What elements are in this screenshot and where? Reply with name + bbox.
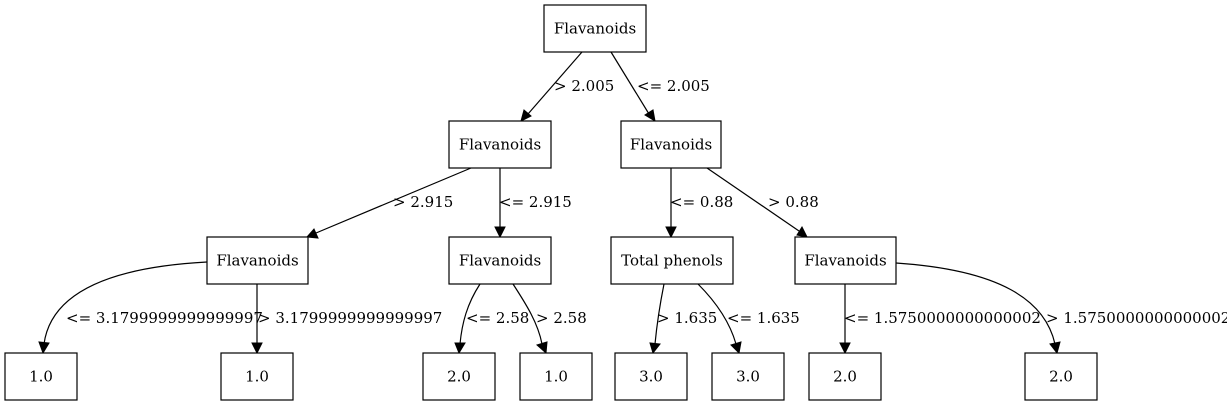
leaf-value-label: 2.0 [833, 368, 857, 386]
arrowhead-icon [730, 341, 742, 355]
edge-condition-label: <= 2.915 [499, 193, 572, 211]
arrowhead-icon [535, 341, 548, 355]
leaf-node-l2: 1.0 [220, 352, 294, 401]
arrowhead-icon [251, 342, 263, 355]
leaf-value-label: 2.0 [447, 368, 471, 386]
edge-condition-label: > 1.5750000000000002 [1046, 309, 1227, 327]
edge-line [654, 283, 665, 345]
edge-line [527, 51, 583, 115]
node-box [543, 4, 647, 53]
leaf-node-l3: 2.0 [422, 352, 496, 401]
leaf-value-label: 3.0 [736, 368, 760, 386]
split-node-n0: Flavanoids [543, 4, 647, 53]
arrowhead-icon [644, 109, 656, 122]
edge-condition-label: <= 2.005 [637, 77, 710, 95]
edge-line [459, 283, 481, 345]
edge-line [895, 262, 1056, 345]
tree-edge-n1-n3: > 2.915 [305, 167, 472, 239]
tree-edge-n5-l5: > 1.635 [649, 283, 717, 355]
arrowhead-icon [665, 226, 677, 239]
edge-condition-label: > 2.58 [536, 309, 587, 327]
split-feature-label-flavanoids: Flavanoids [554, 20, 636, 38]
arrowhead-icon [494, 226, 506, 239]
node-box [422, 352, 496, 401]
edge-condition-label: <= 3.1799999999999997 [66, 309, 263, 327]
node-box [620, 120, 722, 169]
arrowhead-icon [796, 225, 808, 238]
edge-condition-label: <= 1.5750000000000002 [844, 309, 1041, 327]
split-node-n6: Flavanoids [794, 236, 897, 285]
tree-edge-n2-n5: <= 0.88 [665, 168, 733, 239]
tree-edge-n4-l4: > 2.58 [512, 283, 587, 355]
edge-condition-label: > 1.635 [657, 309, 717, 327]
node-box [220, 352, 294, 401]
edge-condition-label: > 3.1799999999999997 [258, 309, 442, 327]
tree-edge-n3-l1: <= 3.1799999999999997 [38, 261, 263, 355]
split-feature-label-flavanoids: Flavanoids [459, 252, 541, 270]
arrowhead-icon [1049, 341, 1061, 355]
leaf-node-l7: 2.0 [808, 352, 882, 401]
edge-line [697, 283, 737, 345]
tree-edge-n4-l3: <= 2.58 [454, 283, 529, 355]
split-feature-label-flavanoids: Flavanoids [804, 252, 886, 270]
node-box [610, 236, 734, 285]
edge-condition-label: > 2.915 [393, 193, 453, 211]
leaf-value-label: 2.0 [1049, 368, 1073, 386]
split-node-n2: Flavanoids [620, 120, 722, 169]
node-box [711, 352, 785, 401]
node-box [448, 120, 552, 169]
arrowhead-icon [38, 341, 50, 355]
node-box [519, 352, 593, 401]
split-feature-label-total-phenols: Total phenols [621, 252, 723, 270]
leaf-value-label: 1.0 [245, 368, 269, 386]
split-node-n1: Flavanoids [448, 120, 552, 169]
arrowhead-icon [305, 228, 319, 239]
split-node-n3: Flavanoids [206, 236, 309, 285]
arrowhead-icon [454, 342, 466, 355]
tree-edge-n1-n4: <= 2.915 [494, 168, 572, 239]
leaf-node-l1: 1.0 [4, 352, 78, 401]
node-box [4, 352, 78, 401]
edge-line [512, 283, 543, 345]
tree-edge-n0-n1: > 2.005 [520, 51, 614, 122]
node-box [448, 236, 552, 285]
node-box [794, 236, 897, 285]
split-node-n4: Flavanoids [448, 236, 552, 285]
edge-condition-label: > 2.005 [554, 77, 614, 95]
edge-condition-label: > 0.88 [768, 193, 819, 211]
split-feature-label-flavanoids: Flavanoids [630, 136, 712, 154]
leaf-value-label: 1.0 [29, 368, 53, 386]
tree-edge-n6-l8: > 1.5750000000000002 [895, 262, 1227, 355]
leaf-node-l8: 2.0 [1024, 352, 1098, 401]
edge-condition-label: <= 0.88 [670, 193, 733, 211]
tree-edge-n6-l7: <= 1.5750000000000002 [839, 284, 1041, 355]
edge-line [610, 51, 650, 115]
node-box [1024, 352, 1098, 401]
edge-line [43, 261, 208, 345]
split-feature-label-flavanoids: Flavanoids [459, 136, 541, 154]
leaf-node-l5: 3.0 [614, 352, 688, 401]
arrowhead-icon [520, 109, 532, 122]
node-box [206, 236, 309, 285]
leaf-value-label: 3.0 [639, 368, 663, 386]
tree-edge-n3-l2: > 3.1799999999999997 [251, 284, 442, 355]
edge-line [315, 167, 472, 234]
leaf-node-l4: 1.0 [519, 352, 593, 401]
edge-condition-label: <= 2.58 [466, 309, 529, 327]
edge-condition-label: <= 1.635 [727, 309, 800, 327]
edge-line [706, 167, 800, 232]
split-feature-label-flavanoids: Flavanoids [216, 252, 298, 270]
arrowhead-icon [839, 342, 851, 355]
leaf-value-label: 1.0 [544, 368, 568, 386]
node-box [614, 352, 688, 401]
leaf-node-l6: 3.0 [711, 352, 785, 401]
tree-edge-n5-l6: <= 1.635 [697, 283, 800, 355]
tree-edge-n2-n6: > 0.88 [706, 167, 819, 238]
tree-edge-n0-n2: <= 2.005 [610, 51, 710, 122]
split-node-n5: Total phenols [610, 236, 734, 285]
node-box [808, 352, 882, 401]
arrowhead-icon [649, 342, 661, 355]
